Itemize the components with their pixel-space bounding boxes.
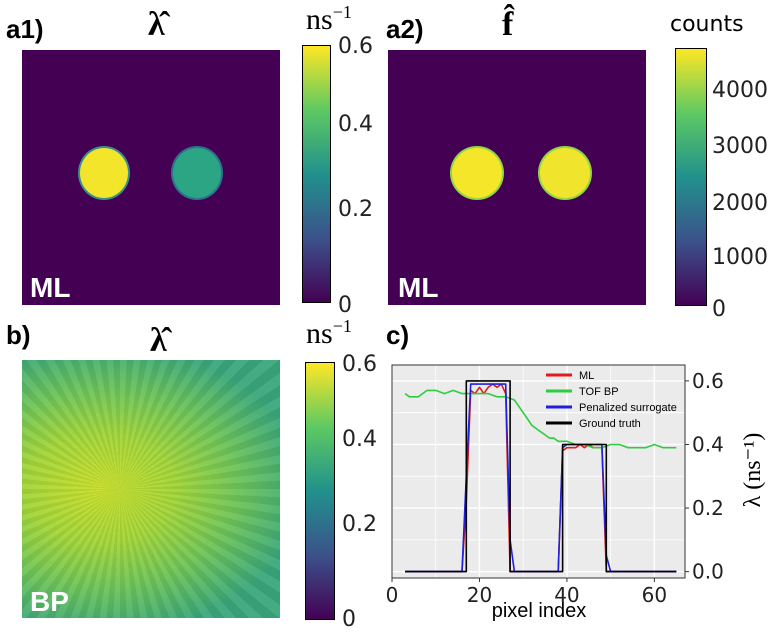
y-axis-label: λ (ns⁻¹)	[740, 433, 766, 508]
colorbar-tick-a2-2000: 2000	[712, 191, 768, 216]
x-tick-label: 20	[467, 583, 492, 607]
plot-frame	[391, 364, 686, 579]
title-lambda-hat-b: λ̂	[150, 322, 167, 359]
image-ml-counts: ML	[388, 50, 646, 305]
panel-label-a2: a2)	[386, 14, 424, 44]
colorbar-b	[305, 362, 335, 620]
colorbar-tick-b-0.6: 0.6	[342, 352, 377, 377]
panel-label-b: b)	[6, 320, 31, 350]
image-ml-lambda: ML	[22, 50, 280, 305]
colorbar-tick-a1-0.6: 0.6	[338, 34, 373, 59]
legend-entry: ML	[579, 370, 594, 382]
colorbar-unit-a1: ns−1	[306, 2, 352, 36]
y-tick-label: 0.2	[692, 496, 724, 520]
colorbar-a1	[302, 45, 331, 303]
disc-right-teal	[173, 148, 221, 198]
colorbar-tick-a1-0.2: 0.2	[338, 197, 373, 222]
colorbar-tick-a2-1000: 1000	[712, 245, 768, 270]
x-tick-label: 40	[554, 583, 579, 607]
image-label-bp: BP	[30, 586, 69, 617]
title-f-hat-a2: f̂	[502, 6, 514, 43]
colorbar-tick-a1-0: 0	[338, 293, 352, 318]
colorbar-tick-b-0.4: 0.4	[342, 427, 377, 452]
legend-entry: TOF BP	[579, 386, 619, 398]
legend-entry: Penalized surrogate	[579, 402, 677, 414]
colorbar-tick-b-0: 0	[342, 607, 356, 632]
colorbar-a2	[675, 48, 707, 306]
colorbar-unit-counts: counts	[670, 12, 744, 37]
legend-entry: Ground truth	[579, 418, 641, 430]
series-line-tof-bp	[404, 389, 677, 449]
colorbar-tick-b-0.2: 0.2	[342, 512, 377, 537]
colorbar-tick-a2-0: 0	[712, 297, 726, 322]
y-tick-label: 0.6	[692, 369, 724, 393]
plot-background	[392, 365, 685, 578]
image-bp-lambda: BP	[22, 360, 280, 618]
x-axis-label: pixel index	[492, 600, 587, 622]
title-lambda-hat-a1: λ̂	[148, 6, 165, 43]
disc-left-counts	[452, 148, 502, 198]
x-tick-label: 0	[386, 583, 399, 607]
image-label-ml-a2: ML	[398, 272, 439, 303]
colorbar-tick-a2-3000: 3000	[712, 134, 768, 159]
panel-label-a1: a1)	[6, 14, 44, 44]
colorbar-tick-a1-0.4: 0.4	[338, 112, 373, 137]
series-line-ground-truth	[405, 380, 677, 573]
panel-label-c: c)	[386, 320, 410, 350]
y-tick-label: 0.4	[692, 432, 724, 456]
image-label-ml-a1: ML	[30, 272, 71, 303]
colorbar-unit-b: ns−1	[306, 316, 352, 350]
y-tick-label: 0.0	[692, 560, 724, 584]
x-tick-label: 60	[642, 583, 667, 607]
disc-left-yellow	[80, 148, 128, 198]
disc-right-counts	[540, 148, 590, 198]
colorbar-tick-a2-4000: 4000	[712, 78, 768, 103]
